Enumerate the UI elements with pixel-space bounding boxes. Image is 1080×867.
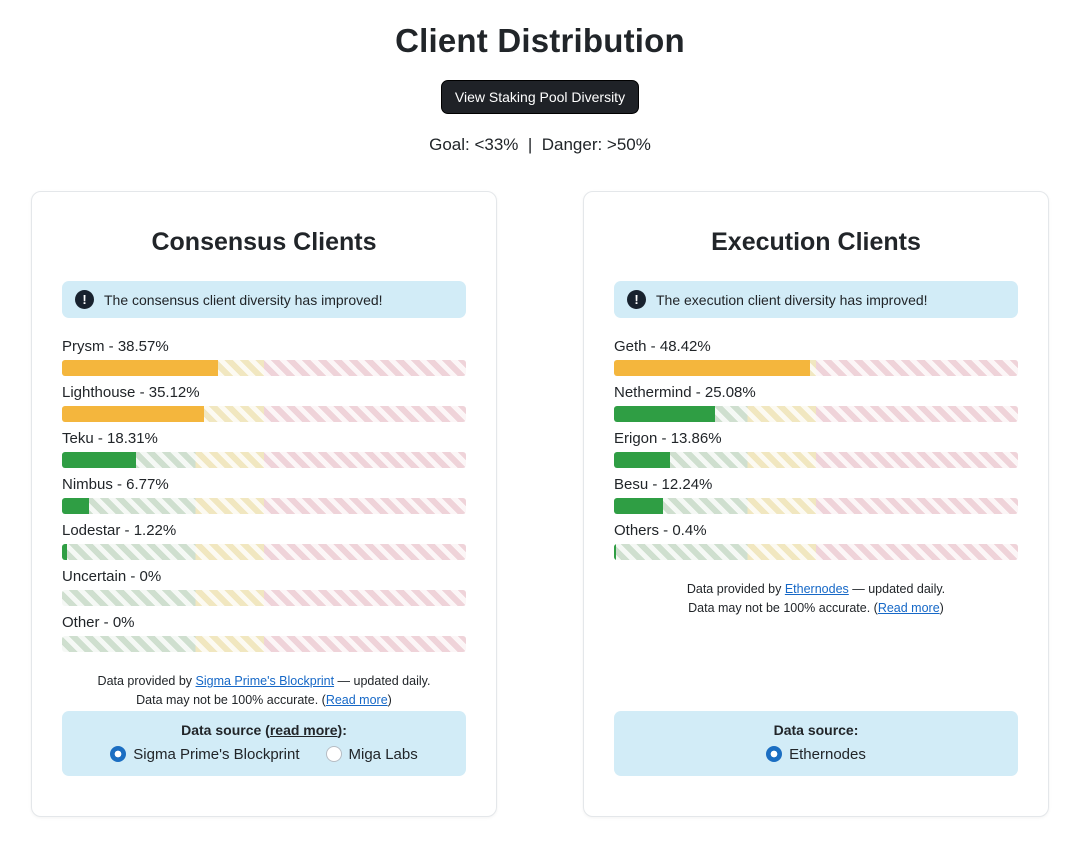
client-bar-track — [614, 544, 1018, 560]
attribution-suffix: — updated daily. — [334, 674, 431, 688]
radio-icon[interactable] — [325, 746, 342, 763]
client-bar-fill — [62, 498, 90, 514]
attribution-prefix: Data provided by — [97, 674, 196, 688]
execution-card-title: Execution Clients — [711, 228, 921, 256]
client-bar-track — [62, 636, 466, 652]
client-bar-besu: Besu - 12.24% — [614, 476, 1018, 514]
client-bar-other: Other - 0% — [62, 614, 466, 652]
consensus-client-bars: Prysm - 38.57% Lighthouse - 35.12% Teku … — [62, 338, 466, 660]
client-bar-fill — [62, 360, 218, 376]
radio-label: Ethernodes — [789, 745, 866, 763]
view-staking-pool-diversity-button[interactable]: View Staking Pool Diversity — [440, 80, 640, 114]
client-bar-lodestar: Lodestar - 1.22% — [62, 522, 466, 560]
page-title: Client Distribution — [395, 22, 685, 59]
client-bar-track — [62, 452, 466, 468]
cards-row: Consensus Clients ! The consensus client… — [0, 191, 1080, 817]
client-bar-fill — [614, 452, 670, 468]
accuracy-note-prefix: Data may not be 100% accurate. ( — [688, 601, 878, 616]
alert-text: The consensus client diversity has impro… — [104, 291, 383, 308]
client-bar-label: Teku - 18.31% — [62, 430, 158, 447]
client-bar-track — [614, 498, 1018, 514]
radio-option-blockprint[interactable]: Sigma Prime's Blockprint — [110, 745, 300, 763]
source-label-suffix: : — [853, 721, 859, 738]
accuracy-note-prefix: Data may not be 100% accurate. ( — [136, 693, 326, 708]
client-bar-label: Lighthouse - 35.12% — [62, 384, 200, 401]
client-bar-track — [62, 360, 466, 376]
thresholds-text: Goal: <33% | Danger: >50% — [429, 135, 651, 154]
radio-option-ethernodes[interactable]: Ethernodes — [766, 746, 866, 763]
client-bar-geth: Geth - 48.42% — [614, 338, 1018, 376]
radio-icon[interactable] — [110, 746, 127, 763]
source-label-prefix: Data source ( — [181, 721, 270, 738]
client-bar-track — [614, 406, 1018, 422]
client-bar-fill — [62, 406, 204, 422]
client-bar-teku: Teku - 18.31% — [62, 430, 466, 468]
accuracy-note-suffix: ) — [939, 601, 944, 616]
blockprint-link[interactable]: Sigma Prime's Blockprint — [195, 674, 335, 688]
client-bar-label: Others - 0.4% — [614, 522, 707, 539]
client-bar-track — [62, 590, 466, 606]
data-source-box: Data source (read more): Sigma Prime's B… — [62, 710, 466, 776]
client-bar-fill — [614, 544, 616, 560]
button-row: View Staking Pool Diversity — [0, 80, 1080, 114]
client-bar-label: Other - 0% — [62, 614, 135, 631]
client-bar-label: Prysm - 38.57% — [62, 338, 169, 355]
radio-option-miga-labs[interactable]: Miga Labs — [325, 745, 418, 763]
client-bar-track — [614, 360, 1018, 376]
client-bar-fill — [62, 544, 67, 560]
client-bar-label: Uncertain - 0% — [62, 568, 162, 585]
info-icon: ! — [627, 290, 646, 309]
client-bar-nethermind: Nethermind - 25.08% — [614, 384, 1018, 422]
execution-client-bars: Geth - 48.42% Nethermind - 25.08% Erigon… — [614, 338, 1018, 568]
attribution-text: Data provided by Sigma Prime's Blockprin… — [62, 672, 466, 711]
client-bar-fill — [614, 360, 810, 376]
client-bar-label: Nimbus - 6.77% — [62, 476, 169, 493]
client-bar-prysm: Prysm - 38.57% — [62, 338, 466, 376]
data-source-box: Data source: Ethernodes — [614, 710, 1018, 776]
data-source-radio-group: Sigma Prime's Blockprint Miga Labs — [76, 746, 452, 763]
client-bar-track — [62, 544, 466, 560]
consensus-diversity-alert: ! The consensus client diversity has imp… — [62, 281, 466, 318]
execution-clients-card: Execution Clients ! The execution client… — [583, 191, 1049, 817]
accuracy-note-suffix: ) — [387, 693, 392, 708]
consensus-clients-card: Consensus Clients ! The consensus client… — [31, 191, 497, 817]
source-label-prefix: Data source — [773, 721, 854, 738]
client-bar-nimbus: Nimbus - 6.77% — [62, 476, 466, 514]
consensus-card-title: Consensus Clients — [151, 228, 377, 256]
page-header: Client Distribution View Staking Pool Di… — [0, 22, 1080, 155]
alert-text: The execution client diversity has impro… — [656, 291, 928, 308]
client-bar-label: Nethermind - 25.08% — [614, 384, 756, 401]
attribution-suffix: — updated daily. — [848, 582, 946, 596]
client-bar-others: Others - 0.4% — [614, 522, 1018, 560]
client-bar-track — [62, 498, 466, 514]
client-bar-erigon: Erigon - 13.86% — [614, 430, 1018, 468]
client-bar-lighthouse: Lighthouse - 35.12% — [62, 384, 466, 422]
client-bar-label: Lodestar - 1.22% — [62, 522, 177, 539]
info-icon: ! — [75, 290, 94, 309]
client-bar-fill — [62, 452, 136, 468]
attribution-text: Data provided by Ethernodes — updated da… — [614, 580, 1018, 619]
data-source-label: Data source: — [628, 722, 1004, 738]
client-bar-uncertain: Uncertain - 0% — [62, 568, 466, 606]
ethernodes-link[interactable]: Ethernodes — [784, 582, 849, 596]
client-bar-track — [614, 452, 1018, 468]
attribution-prefix: Data provided by — [686, 582, 785, 596]
radio-label: Sigma Prime's Blockprint — [133, 745, 300, 763]
client-bar-track — [62, 406, 466, 422]
client-bar-label: Erigon - 13.86% — [614, 430, 722, 447]
radio-label: Miga Labs — [348, 745, 418, 763]
source-read-more-link[interactable]: read more — [269, 721, 338, 738]
client-bar-fill — [614, 498, 664, 514]
read-more-link[interactable]: Read more — [877, 601, 940, 616]
source-label-suffix: ): — [337, 721, 347, 738]
client-bar-fill — [614, 406, 716, 422]
radio-icon[interactable] — [766, 746, 783, 763]
execution-diversity-alert: ! The execution client diversity has imp… — [614, 281, 1018, 318]
data-source-radio-group: Ethernodes — [628, 746, 1004, 763]
data-source-label: Data source (read more): — [76, 722, 452, 738]
read-more-link[interactable]: Read more — [325, 693, 388, 708]
client-bar-label: Besu - 12.24% — [614, 476, 713, 493]
client-bar-label: Geth - 48.42% — [614, 338, 711, 355]
